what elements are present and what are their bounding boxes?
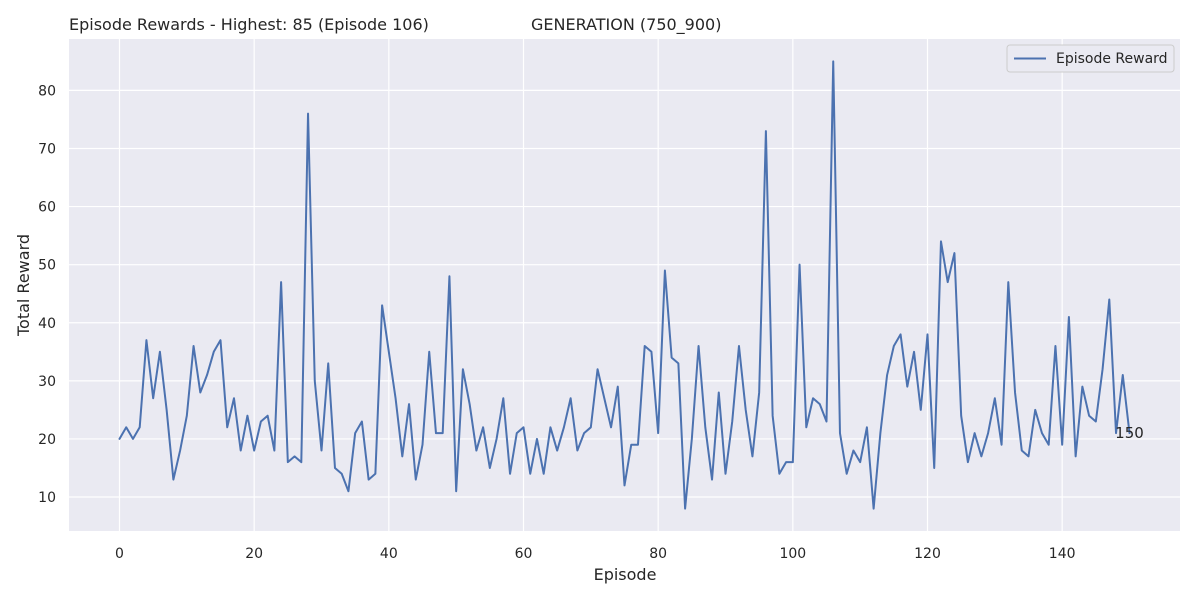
chart-title: Episode Rewards - Highest: 85 (Episode 1… xyxy=(69,15,429,34)
legend-label-episode-reward: Episode Reward xyxy=(1056,51,1168,67)
series-line-episode-reward xyxy=(118,60,1131,510)
chart-subtitle: GENERATION (750_900) xyxy=(531,15,721,35)
y-tick-label: 80 xyxy=(38,83,56,99)
x-tick-label: 100 xyxy=(779,546,806,562)
x-axis-title: Episode xyxy=(594,565,657,584)
series-layer xyxy=(118,60,1131,510)
y-axis-title: Total Reward xyxy=(14,234,33,337)
y-tick-label: 40 xyxy=(38,316,56,332)
legend: Episode Reward xyxy=(1006,44,1175,73)
x-tick-label: 80 xyxy=(649,546,667,562)
x-tick-label: 0 xyxy=(115,546,124,562)
y-tick-label: 20 xyxy=(38,432,56,448)
tick-labels: 0 20 40 60 80 100 120 140 10 20 30 40 50 60 70 80 xyxy=(38,83,1075,562)
y-tick-label: 50 xyxy=(38,258,56,274)
y-tick-label: 70 xyxy=(38,141,56,157)
grid-lines xyxy=(69,39,1180,531)
annotations: 150 xyxy=(1115,424,1144,442)
plot-area xyxy=(69,39,1180,531)
x-tick-label: 140 xyxy=(1049,546,1076,562)
y-tick-label: 10 xyxy=(38,490,56,506)
legend-box xyxy=(1006,44,1175,73)
y-tick-label: 30 xyxy=(38,374,56,390)
annotation-label: 150 xyxy=(1115,424,1144,442)
x-tick-label: 60 xyxy=(515,546,533,562)
x-tick-label: 20 xyxy=(245,546,263,562)
y-tick-label: 60 xyxy=(38,200,56,216)
x-tick-label: 40 xyxy=(380,546,398,562)
x-tick-label: 120 xyxy=(914,546,941,562)
